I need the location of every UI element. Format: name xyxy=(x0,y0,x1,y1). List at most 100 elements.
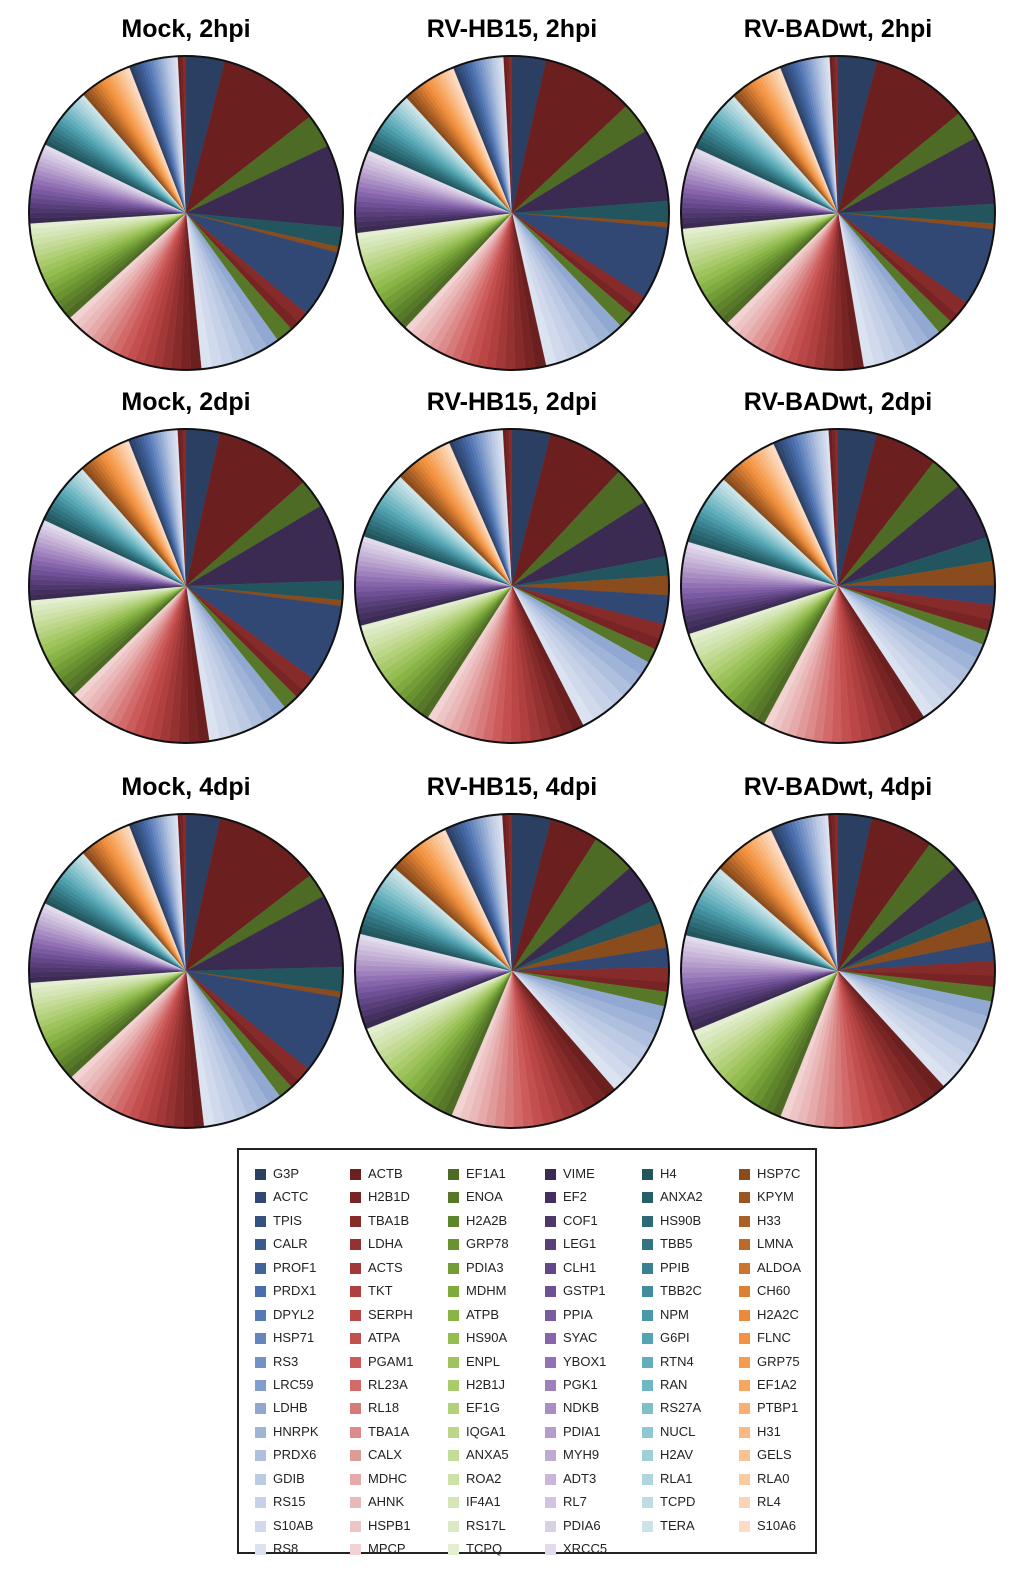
pie-chart-2: RV-HB15, 2hpi xyxy=(347,14,677,384)
legend-label: TKT xyxy=(368,1283,393,1299)
pie-outline xyxy=(28,428,344,744)
legend-column: ACTB H2B1D TBA1B LDHA ACTS TKT SERPH ATPA PGAM1 R… xyxy=(350,1164,446,1562)
legend-label: RS15 xyxy=(273,1494,306,1510)
legend-label: HS90B xyxy=(660,1212,702,1228)
legend-item: GSTP1 xyxy=(545,1281,641,1304)
legend-label: GRP78 xyxy=(466,1236,509,1252)
legend-item: H31 xyxy=(739,1422,835,1445)
legend-swatch xyxy=(642,1426,653,1438)
legend-item: LMNA xyxy=(739,1234,835,1257)
legend-label: PPIB xyxy=(660,1259,690,1275)
legend-label: RS3 xyxy=(273,1353,299,1369)
legend-label: EF1A1 xyxy=(466,1166,506,1181)
legend-label: ANXA5 xyxy=(466,1447,509,1463)
legend-label: HSP71 xyxy=(273,1330,315,1346)
legend-label: GDIB xyxy=(273,1470,305,1486)
chart-title: RV-BADwt, 2dpi xyxy=(743,388,933,416)
legend-swatch xyxy=(642,1450,653,1462)
legend-label: RL23A xyxy=(368,1376,408,1392)
legend-item: G3P xyxy=(255,1164,351,1187)
legend-swatch xyxy=(545,1450,556,1462)
legend-swatch xyxy=(545,1286,556,1298)
legend-swatch xyxy=(642,1262,653,1274)
pie-svg xyxy=(354,813,670,1129)
legend-swatch xyxy=(739,1520,750,1532)
legend-item: TBB2C xyxy=(642,1281,738,1304)
legend-column: H4 ANXA2 HS90B TBB5 PPIB TBB2C NPM G6PI RTN4 RAN R… xyxy=(642,1164,738,1539)
legend-item: RL4 xyxy=(739,1492,835,1515)
legend-swatch xyxy=(545,1239,556,1251)
chart-title: RV-HB15, 2dpi xyxy=(426,388,598,416)
legend-label: H2AV xyxy=(660,1447,693,1463)
legend-label: NDKB xyxy=(563,1400,600,1416)
pie-svg xyxy=(680,428,996,744)
legend-swatch xyxy=(350,1520,361,1532)
legend-swatch xyxy=(739,1262,750,1274)
legend-item: CLH1 xyxy=(545,1258,641,1281)
legend-item: RS15 xyxy=(255,1492,351,1515)
legend-item: LDHA xyxy=(350,1234,446,1257)
legend-label: PDIA1 xyxy=(563,1423,601,1439)
legend-item: NUCL xyxy=(642,1422,738,1445)
legend-item: SERPH xyxy=(350,1305,446,1328)
pie-svg xyxy=(28,428,344,744)
legend-swatch xyxy=(448,1286,459,1298)
legend-label: HS90A xyxy=(466,1330,508,1346)
legend-swatch xyxy=(545,1356,556,1368)
legend-item: GRP75 xyxy=(739,1352,835,1375)
legend-item: ADT3 xyxy=(545,1469,641,1492)
pie-svg xyxy=(354,55,670,371)
pie-outline xyxy=(28,55,344,371)
legend-label: IQGA1 xyxy=(466,1423,506,1439)
legend-item: ALDOA xyxy=(739,1258,835,1281)
legend-label: HNRPK xyxy=(273,1423,319,1439)
legend-item: H4 xyxy=(642,1164,738,1187)
legend-swatch xyxy=(350,1333,361,1345)
legend-swatch xyxy=(448,1520,459,1532)
legend-label: RS17L xyxy=(466,1517,506,1533)
legend-swatch xyxy=(350,1356,361,1368)
legend-item: G6PI xyxy=(642,1328,738,1351)
legend-label: PTBP1 xyxy=(757,1400,799,1416)
legend-label: PRDX6 xyxy=(273,1447,317,1463)
legend-label: RAN xyxy=(660,1376,688,1392)
legend-label: TBA1A xyxy=(368,1423,410,1439)
legend-item: GELS xyxy=(739,1445,835,1468)
legend-swatch xyxy=(350,1215,361,1227)
legend-item: SYAC xyxy=(545,1328,641,1351)
legend-label: ACTB xyxy=(368,1166,403,1181)
legend-swatch xyxy=(739,1169,750,1180)
legend-swatch xyxy=(255,1333,266,1345)
legend-label: ADT3 xyxy=(563,1470,597,1486)
pie-outline xyxy=(28,813,344,1129)
legend-swatch xyxy=(350,1473,361,1485)
legend-label: EF2 xyxy=(563,1189,587,1205)
legend-swatch xyxy=(545,1169,556,1180)
legend-swatch xyxy=(255,1286,266,1298)
legend-swatch xyxy=(448,1356,459,1368)
legend-label: TBB5 xyxy=(660,1236,693,1252)
legend-item: TBA1A xyxy=(350,1422,446,1445)
legend-item: H2A2C xyxy=(739,1305,835,1328)
legend-item: EF2 xyxy=(545,1187,641,1210)
legend-swatch xyxy=(255,1239,266,1251)
legend-item: PGK1 xyxy=(545,1375,641,1398)
legend-label: IF4A1 xyxy=(466,1494,501,1510)
legend-label: S10AB xyxy=(273,1517,314,1533)
legend-column: HSP7C KPYM H33 LMNA ALDOA CH60 H2A2C FLNC GRP75 E… xyxy=(739,1164,835,1539)
legend-label: RLA1 xyxy=(660,1470,693,1486)
legend-swatch xyxy=(255,1450,266,1462)
legend-swatch xyxy=(545,1379,556,1391)
legend-item: HSP71 xyxy=(255,1328,351,1351)
pie-outline xyxy=(680,55,996,371)
legend-item: LEG1 xyxy=(545,1234,641,1257)
legend-swatch xyxy=(642,1169,653,1180)
legend-label: H2B1D xyxy=(368,1189,410,1205)
legend-item: MYH9 xyxy=(545,1445,641,1468)
legend-swatch xyxy=(739,1333,750,1345)
legend-label: CALX xyxy=(368,1447,402,1463)
legend-label: PGAM1 xyxy=(368,1353,414,1369)
legend-label: EF1G xyxy=(466,1400,500,1416)
legend-swatch xyxy=(642,1403,653,1415)
legend-item: PDIA6 xyxy=(545,1516,641,1539)
